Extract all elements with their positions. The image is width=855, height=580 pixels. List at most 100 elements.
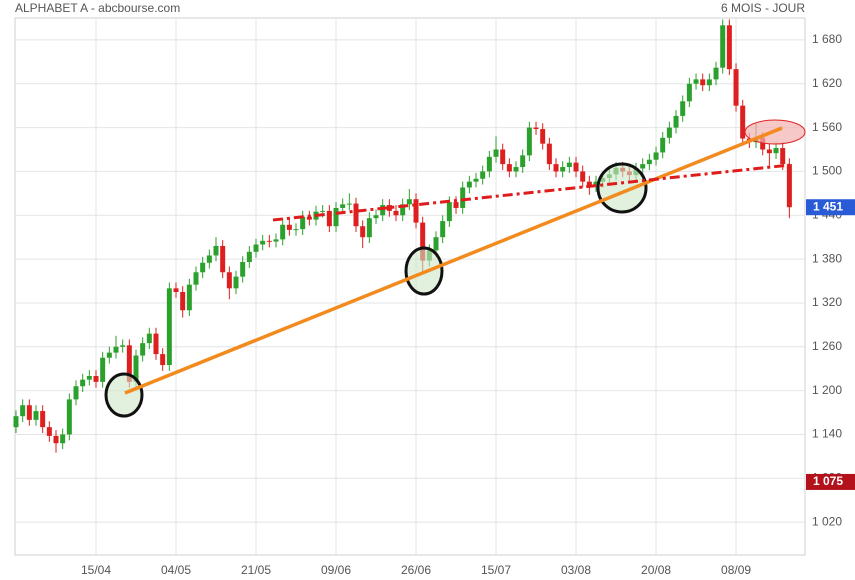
candle-body: [666, 127, 672, 138]
circle: [104, 372, 144, 418]
candle-body: [253, 244, 259, 252]
candle-body: [533, 127, 539, 130]
candle-body: [213, 245, 219, 256]
candle-body: [560, 167, 566, 172]
x-tick-label: 04/05: [161, 563, 191, 577]
candle-body: [433, 237, 439, 251]
candle-body: [346, 203, 352, 205]
candle-body: [393, 210, 399, 216]
candle-body: [220, 245, 226, 273]
candle-body: [326, 210, 332, 227]
candle-body: [233, 276, 239, 289]
price-marker: [806, 473, 855, 490]
candle-body: [593, 181, 599, 187]
candle-body: [646, 159, 652, 165]
candle-body: [366, 218, 372, 238]
candle-body: [586, 181, 592, 187]
candles: [13, 19, 792, 453]
candle-body: [466, 181, 472, 188]
candle-body: [286, 224, 292, 230]
candle-body: [320, 210, 326, 212]
candle-body: [126, 345, 132, 382]
candle-body: [380, 205, 386, 216]
candle-body: [540, 129, 546, 144]
candle-body: [713, 67, 719, 80]
y-tick-label: 1 680: [812, 32, 842, 46]
candle-body: [106, 352, 112, 358]
y-tick-label: 1 020: [812, 514, 842, 528]
resistance-line: [272, 163, 791, 222]
candle-body: [493, 149, 499, 157]
candle-body: [206, 255, 212, 263]
chart-title: ALPHABET A - abcbourse.com: [15, 1, 180, 15]
candle-body: [773, 148, 779, 154]
x-tick-label: 09/06: [321, 563, 351, 577]
candle-body: [260, 240, 266, 245]
candle-body: [180, 291, 186, 311]
candle-body: [566, 162, 572, 168]
candle-body: [413, 199, 419, 223]
candle-body: [140, 343, 146, 356]
candle-body: [640, 164, 646, 169]
y-tick-label: 1 200: [812, 383, 842, 397]
candle-body: [100, 357, 106, 382]
x-tick-label: 21/05: [241, 563, 271, 577]
candle-body: [440, 221, 446, 238]
candle-body: [193, 272, 199, 285]
candle-body: [573, 162, 579, 172]
candle-body: [706, 79, 712, 86]
annotations: [104, 119, 806, 418]
x-tick-label: 20/08: [641, 563, 671, 577]
candle-body: [513, 167, 519, 172]
candle-body: [406, 199, 412, 205]
candle-body: [386, 205, 392, 211]
candle-body: [453, 202, 459, 208]
candle-body: [700, 79, 706, 86]
circle: [596, 162, 648, 214]
candle-body: [726, 25, 732, 70]
candle-body: [280, 224, 286, 240]
candle-body: [306, 216, 312, 220]
y-tick-label: 1 620: [812, 76, 842, 90]
trend-line: [124, 126, 783, 395]
candle-body: [160, 354, 166, 366]
candle-body: [760, 137, 766, 150]
candle-body: [146, 333, 152, 344]
x-tick-label: 15/07: [481, 563, 511, 577]
x-tick-label: 26/06: [401, 563, 431, 577]
candle-body: [133, 355, 139, 382]
candle-body: [40, 411, 46, 428]
y-tick-label: 1 140: [812, 427, 842, 441]
candle-body: [400, 204, 406, 216]
candle-body: [60, 434, 66, 444]
candle-body: [553, 164, 559, 172]
price-marker-label: 1 451: [813, 199, 843, 213]
candle-body: [673, 115, 679, 128]
candle-body: [273, 239, 279, 242]
candle-body: [733, 69, 739, 106]
candle-body: [486, 156, 492, 172]
candle-body: [460, 187, 466, 208]
candle-body: [293, 229, 299, 231]
x-tick-label: 15/04: [81, 563, 111, 577]
price-marker: [806, 199, 855, 216]
y-tick-label: 1 320: [812, 295, 842, 309]
candle-body: [506, 164, 512, 172]
candle-body: [46, 427, 52, 436]
candle-body: [526, 127, 532, 156]
chart-subtitle: 6 MOIS - JOUR: [721, 1, 805, 15]
candle-body: [446, 202, 452, 222]
candle-body: [546, 143, 552, 165]
candle-body: [120, 345, 126, 347]
candle-body: [720, 25, 726, 68]
candle-body: [680, 101, 686, 116]
candle-body: [333, 207, 339, 227]
candle-body: [766, 149, 772, 154]
candle-body: [786, 164, 792, 208]
candle-body: [86, 376, 92, 380]
candle-body: [200, 262, 206, 273]
candle-body: [360, 226, 366, 238]
candle-body: [26, 405, 32, 420]
